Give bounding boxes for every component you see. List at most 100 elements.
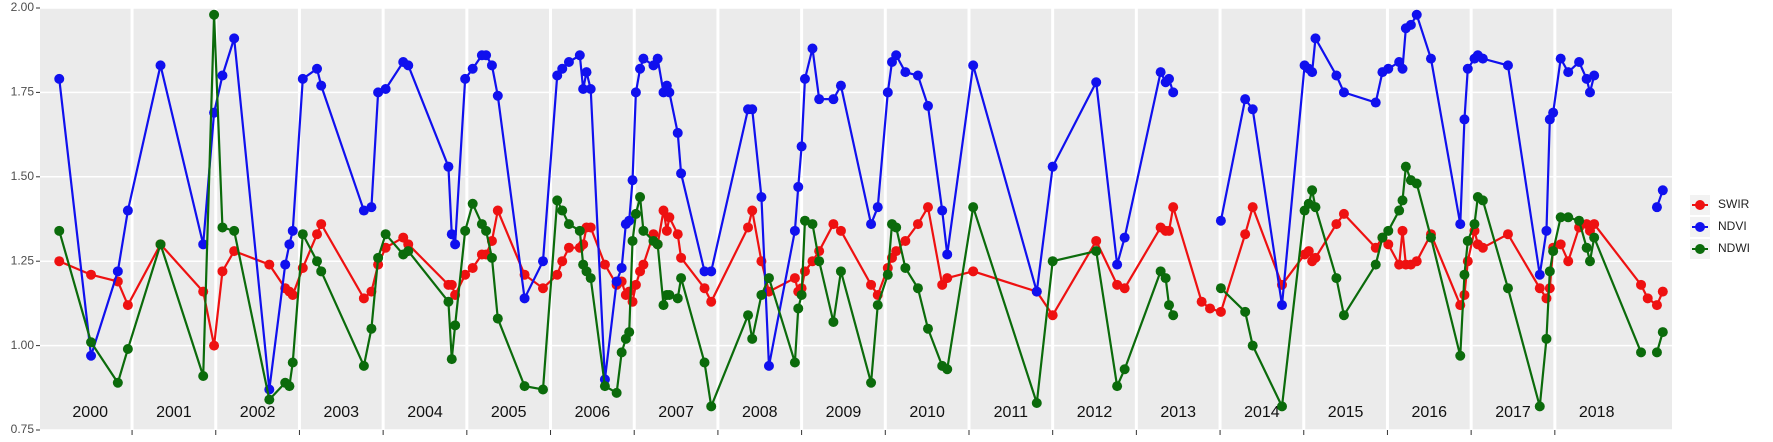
point — [316, 219, 327, 230]
point — [486, 252, 497, 263]
point — [756, 289, 767, 300]
point — [1541, 333, 1552, 344]
point — [912, 219, 923, 230]
point — [519, 381, 530, 392]
point — [1168, 202, 1179, 213]
point — [743, 310, 754, 321]
point — [635, 192, 646, 203]
point — [912, 70, 923, 81]
point — [380, 84, 391, 95]
legend-label: NDWI — [1718, 241, 1750, 255]
point — [1563, 67, 1574, 78]
point — [552, 195, 563, 206]
point — [467, 262, 478, 273]
point — [467, 63, 478, 74]
year-label: 2001 — [156, 404, 192, 421]
point — [1425, 232, 1436, 243]
point — [747, 104, 758, 115]
point — [264, 259, 275, 270]
point — [403, 246, 414, 257]
point — [866, 219, 877, 230]
point — [699, 357, 710, 368]
point — [627, 175, 638, 186]
point — [796, 141, 807, 152]
point — [922, 100, 933, 111]
point — [799, 215, 810, 226]
point — [1310, 202, 1321, 213]
point — [492, 90, 503, 101]
point — [835, 225, 846, 236]
point — [86, 269, 97, 280]
point — [1164, 73, 1175, 84]
point — [1642, 293, 1653, 304]
point — [872, 300, 883, 311]
point — [1091, 246, 1102, 257]
point — [1636, 347, 1647, 358]
point — [664, 289, 675, 300]
point — [312, 229, 323, 240]
point — [756, 192, 767, 203]
point — [264, 394, 275, 405]
point — [630, 87, 641, 98]
point — [217, 266, 228, 277]
point — [630, 208, 641, 219]
point — [122, 300, 133, 311]
year-label: 2006 — [575, 404, 611, 421]
point — [312, 63, 323, 74]
point — [1534, 283, 1545, 294]
point — [467, 198, 478, 209]
point — [799, 73, 810, 84]
point — [627, 296, 638, 307]
point — [1240, 94, 1251, 105]
point — [968, 60, 979, 71]
point — [1307, 185, 1318, 196]
point — [287, 289, 298, 300]
point — [492, 205, 503, 216]
year-label: 2007 — [658, 404, 694, 421]
point — [1469, 219, 1480, 230]
point — [446, 354, 457, 365]
point — [1555, 239, 1566, 250]
point — [443, 161, 454, 172]
point — [627, 235, 638, 246]
point — [1091, 77, 1102, 88]
point — [611, 276, 622, 287]
point — [1383, 63, 1394, 74]
point — [1196, 296, 1207, 307]
point — [835, 266, 846, 277]
point — [922, 323, 933, 334]
point — [1276, 300, 1287, 311]
point — [789, 273, 800, 284]
year-label: 2011 — [994, 404, 1029, 421]
point — [763, 273, 774, 284]
point — [900, 67, 911, 78]
point — [1548, 246, 1559, 257]
point — [1247, 340, 1258, 351]
point — [672, 229, 683, 240]
year-label: 2005 — [491, 404, 527, 421]
point — [1411, 9, 1422, 20]
point — [460, 73, 471, 84]
point — [122, 343, 133, 354]
point — [1370, 259, 1381, 270]
point — [1205, 303, 1216, 314]
point — [358, 360, 369, 371]
point — [664, 212, 675, 223]
legend-label: NDVI — [1718, 219, 1747, 233]
point — [599, 259, 610, 270]
point — [900, 262, 911, 273]
point — [866, 377, 877, 388]
point — [1276, 401, 1287, 412]
point — [1459, 269, 1470, 280]
point — [1047, 310, 1058, 321]
point — [460, 225, 471, 236]
point — [661, 225, 672, 236]
point — [828, 316, 839, 327]
point — [1247, 104, 1258, 115]
point — [1160, 273, 1171, 284]
point — [793, 303, 804, 314]
point — [1303, 246, 1314, 257]
point — [312, 256, 323, 267]
